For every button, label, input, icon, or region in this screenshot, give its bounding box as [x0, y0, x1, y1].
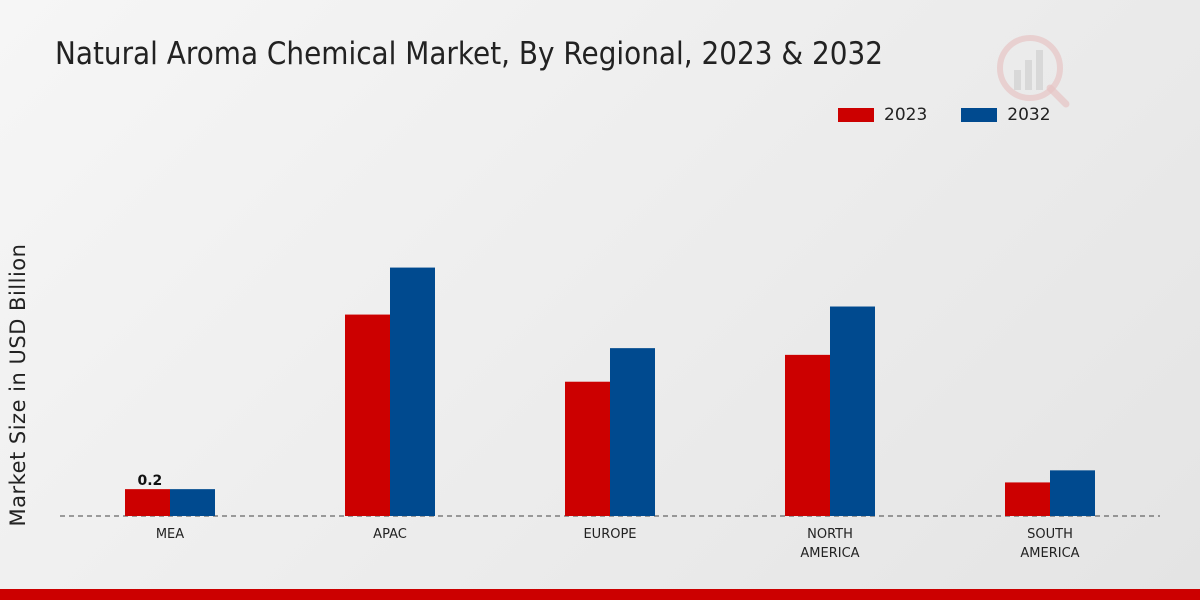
- data-label: 0.2: [138, 473, 163, 489]
- legend: 2023 2032: [838, 105, 1051, 125]
- legend-label-2032: 2032: [1007, 105, 1051, 125]
- bar-2032-europe: [610, 348, 655, 516]
- legend-item-2023: 2023: [838, 105, 927, 125]
- bar-2032-south-america: [1050, 470, 1095, 516]
- bar-2023-mea: [125, 489, 170, 516]
- legend-label-2023: 2023: [884, 105, 928, 125]
- bar-2032-apac: [390, 267, 435, 516]
- x-tick-label-north-america: NORTH AMERICA: [800, 527, 859, 561]
- watermark-logo-icon: [997, 35, 1070, 108]
- bar-2032-mea: [170, 489, 215, 516]
- bar-2023-europe: [565, 381, 610, 516]
- bar-2023-south-america: [1005, 482, 1050, 516]
- x-tick-label-south-america: SOUTH AMERICA: [1020, 527, 1079, 561]
- bar-2023-apac: [345, 314, 390, 516]
- legend-swatch-2023: [838, 108, 874, 122]
- chart-title: Natural Aroma Chemical Market, By Region…: [55, 36, 884, 72]
- bar-2032-north-america: [830, 306, 875, 516]
- x-tick-label-mea: MEA: [156, 527, 184, 542]
- x-tick-label-apac: APAC: [373, 527, 407, 542]
- x-tick-label-europe: EUROPE: [583, 527, 636, 542]
- bottom-accent-bar: [0, 589, 1200, 600]
- bar-2023-north-america: [785, 354, 830, 516]
- legend-item-2032: 2032: [961, 105, 1051, 125]
- legend-swatch-2032: [961, 108, 998, 122]
